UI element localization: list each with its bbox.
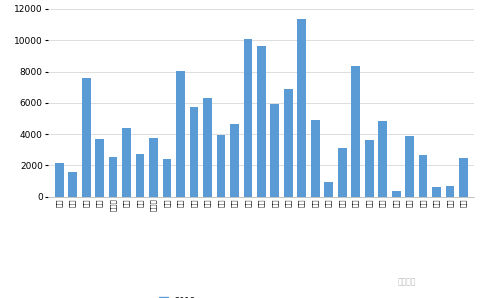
Bar [243,40,252,197]
Bar [271,104,279,197]
Bar [297,19,306,197]
Text: 智研咨询: 智研咨询 [397,277,416,286]
Bar [257,46,266,197]
Bar [136,154,144,197]
Bar [284,89,293,197]
Bar [392,191,401,197]
Bar [109,157,118,197]
Bar [351,66,360,197]
Bar [446,186,454,197]
Legend: 2018年常住人口：万人: 2018年常住人口：万人 [156,293,239,298]
Bar [176,71,185,197]
Bar [95,139,104,197]
Bar [216,134,226,197]
Bar [311,119,319,197]
Bar [230,124,239,197]
Bar [324,182,333,197]
Bar [190,107,198,197]
Bar [122,128,131,197]
Bar [68,172,77,197]
Bar [149,138,158,197]
Bar [378,121,387,197]
Bar [163,159,171,197]
Bar [82,78,91,197]
Bar [365,140,374,197]
Bar [203,98,212,197]
Bar [55,163,63,197]
Bar [419,156,427,197]
Bar [338,148,347,197]
Bar [459,158,468,197]
Bar [432,187,441,197]
Bar [405,136,414,197]
